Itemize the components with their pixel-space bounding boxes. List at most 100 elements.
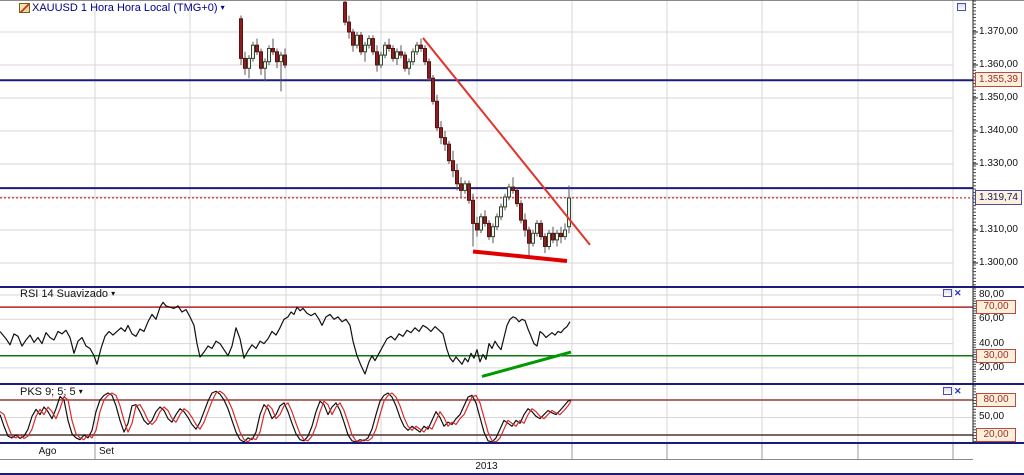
candle-body (363, 44, 367, 53)
candle-body (483, 216, 487, 224)
candle-body (347, 21, 351, 33)
candle-body (243, 57, 247, 69)
candle-body (495, 216, 499, 228)
pks-close-button[interactable]: ✕ (954, 386, 962, 396)
instrument-icon (19, 3, 30, 13)
candle-body (375, 51, 379, 66)
candle-body (511, 186, 515, 191)
indicator-series-rsi (0, 301, 571, 375)
pks-panel-title[interactable]: PKS 9; 5; 5 ▾ (20, 386, 83, 398)
price-alert-box: 1.355,39 (975, 72, 1022, 88)
candle-body (387, 44, 391, 50)
main-axis-label: 1.350,00 (979, 92, 1018, 103)
main-axis-label: 1.340,00 (979, 125, 1018, 136)
candle-body (431, 77, 435, 102)
candle-body (563, 229, 567, 238)
chevron-down-icon: ▾ (78, 387, 83, 396)
indicator-series-pks (0, 390, 572, 443)
candle-body (455, 170, 459, 185)
rsi-panel-title[interactable]: RSI 14 Suavizado ▾ (20, 288, 115, 300)
candle-body (459, 183, 463, 191)
chevron-down-icon: ▾ (220, 3, 225, 12)
pks-title-label: PKS 9; 5; 5 (20, 386, 76, 398)
rsi-axis-label: 60,00 (979, 313, 1005, 325)
candle-body (411, 51, 415, 63)
rsi-axis-label: 40,00 (979, 337, 1005, 349)
rsi-close-button[interactable]: ✕ (954, 288, 962, 298)
last-price-box: 1.319,74 (975, 189, 1022, 205)
candle-body (351, 31, 355, 46)
candle-body (547, 232, 551, 248)
pks-axis-label: 50,00 (979, 411, 1005, 423)
candle-body (379, 54, 383, 66)
candle-body (443, 137, 447, 145)
candle-body (355, 34, 359, 46)
candle-body (471, 199, 475, 224)
rsi-level-box: 30,00 (976, 348, 1016, 363)
main-axis-label: 1.330,00 (979, 158, 1018, 169)
main-axis-label: 1.360,00 (979, 59, 1018, 70)
candle-body (407, 61, 411, 69)
candle-body (371, 38, 375, 53)
candle-body (527, 229, 531, 244)
candle-body (419, 44, 423, 50)
candle-body (255, 44, 259, 53)
candle-body (239, 18, 243, 59)
candle-body (503, 196, 507, 208)
candle-body (515, 189, 519, 205)
main-axis-label: 1.310,00 (979, 224, 1018, 235)
candle-body (343, 1, 347, 23)
candle-body (399, 51, 403, 56)
main-chart-title-label: XAUUSD 1 Hora Hora Local (TMG+0) (32, 2, 218, 14)
rsi-minimize-button[interactable] (943, 289, 952, 297)
candle-body (551, 232, 555, 241)
candle-body (539, 222, 543, 238)
candle-body (435, 100, 439, 129)
candle-body (395, 51, 399, 59)
rsi-axis-label: 20,00 (979, 361, 1005, 373)
candle-body (267, 48, 271, 63)
rsi-title-label: RSI 14 Suavizado (20, 288, 109, 300)
candle-body (467, 183, 471, 201)
candle-body (271, 48, 275, 53)
year-label: 2013 (475, 461, 498, 472)
candle-body (259, 51, 263, 69)
main-chart-title[interactable]: XAUUSD 1 Hora Hora Local (TMG+0) ▾ (32, 2, 225, 14)
candle-body (475, 222, 479, 231)
candle-body (275, 51, 279, 63)
main-minimize-button[interactable] (957, 3, 966, 11)
candle-body (427, 61, 431, 79)
candle-body (447, 143, 451, 162)
candle-body (463, 183, 467, 191)
main-axis-label: 1.300,00 (979, 257, 1018, 268)
month-label-ago: Ago (38, 446, 57, 457)
candle-body (479, 216, 483, 231)
candle-body (523, 219, 527, 231)
candle-body (283, 54, 287, 66)
candle-body (279, 54, 283, 63)
candle-body (391, 48, 395, 59)
candle-body (531, 232, 535, 244)
candle-body (499, 206, 503, 218)
pks-minimize-button[interactable] (943, 387, 952, 395)
candle-body (491, 226, 495, 238)
rsi-axis-label: 80,00 (979, 289, 1005, 300)
chevron-down-icon: ▾ (111, 289, 116, 298)
candle-body (423, 48, 427, 63)
candle-body (439, 127, 443, 139)
candle-body (555, 232, 559, 241)
candle-body (367, 38, 371, 46)
indicator-series-signal (0, 390, 572, 443)
trendline (481, 350, 572, 378)
candle-body (543, 236, 547, 248)
candle-body (559, 232, 563, 238)
rsi-level-box: 70,00 (976, 300, 1016, 315)
candle-body (383, 44, 387, 56)
candle-body (251, 44, 255, 59)
candle-body (487, 222, 491, 238)
candle-body (519, 203, 523, 221)
month-label-set: Set (99, 446, 115, 457)
pks-level-box: 20,00 (976, 427, 1016, 442)
